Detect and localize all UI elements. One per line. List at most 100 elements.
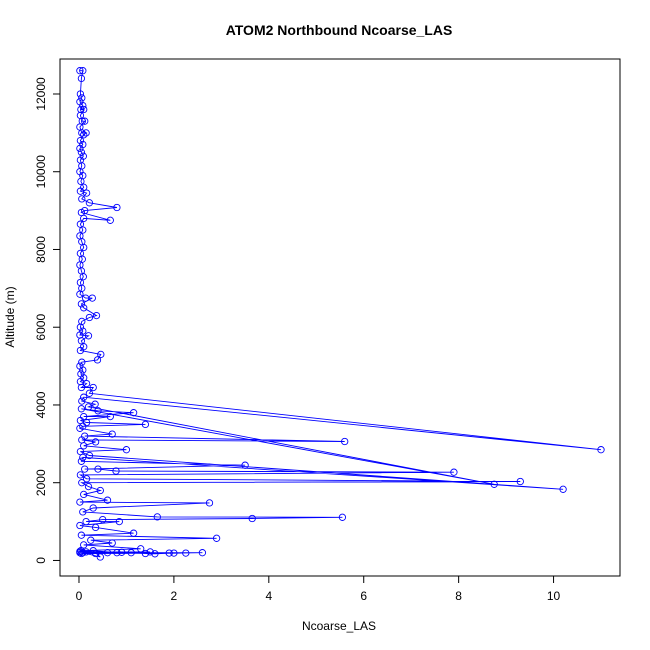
data-point [490, 480, 498, 488]
data-point [129, 529, 138, 537]
y-tick-label: 8000 [34, 236, 48, 263]
data-point [80, 304, 88, 312]
data-point [82, 517, 90, 526]
data-point [450, 468, 458, 476]
data-point [103, 496, 112, 504]
data-point [241, 461, 249, 469]
x-tick-label: 6 [360, 589, 367, 603]
data-point [165, 549, 173, 557]
data-point [79, 101, 87, 110]
data-point [77, 405, 86, 413]
data-point [170, 549, 178, 557]
data-point [76, 549, 84, 557]
data-point [76, 67, 84, 75]
data-point [92, 311, 101, 320]
data-point [96, 486, 104, 495]
y-tick-label: 0 [34, 557, 48, 564]
data-point [76, 424, 84, 432]
data-point [94, 407, 102, 415]
data-point [85, 451, 94, 460]
data-point [129, 409, 138, 417]
data-point [79, 508, 87, 516]
y-axis-label: Altitude (m) [3, 286, 17, 347]
data-point [141, 420, 150, 429]
data-point [87, 536, 95, 544]
x-tick-label: 0 [76, 589, 83, 603]
data-point [89, 504, 97, 512]
data-point [77, 300, 86, 308]
data-point [205, 499, 214, 507]
data-point [85, 389, 94, 397]
data-series [76, 67, 605, 561]
data-point [341, 437, 349, 446]
data-point [77, 549, 86, 558]
data-point [77, 148, 86, 156]
data-point [91, 438, 100, 446]
data-point [84, 482, 93, 491]
data-point [91, 523, 100, 532]
y-tick-label: 2000 [34, 469, 48, 496]
data-point [115, 517, 123, 526]
data-point [248, 514, 256, 523]
data-point [78, 94, 86, 102]
data-point [89, 547, 97, 555]
data-point [77, 457, 86, 465]
data-point [76, 471, 85, 479]
data-point [76, 90, 85, 98]
data-point [91, 400, 99, 408]
data-point [113, 549, 121, 557]
x-axis-label: Ncoarse_LAS [302, 619, 376, 633]
data-point [122, 446, 131, 454]
data-point [96, 553, 104, 561]
data-point [127, 549, 135, 557]
data-point [78, 479, 86, 487]
data-point [97, 350, 105, 359]
data-point [78, 397, 86, 405]
data-point [79, 226, 87, 234]
data-point [112, 467, 120, 475]
y-tick-label: 10000 [34, 155, 48, 189]
data-point [94, 465, 102, 473]
y-tick-label: 4000 [34, 391, 48, 418]
data-point [153, 513, 161, 521]
data-point [77, 531, 86, 539]
data-point [80, 442, 88, 450]
data-point [80, 393, 88, 401]
data-point [79, 453, 87, 462]
data-point [81, 465, 89, 473]
data-point [79, 549, 87, 557]
data-point [79, 366, 87, 374]
data-point [76, 323, 85, 331]
data-point [80, 541, 88, 549]
data-point [81, 117, 89, 125]
y-tick-label: 12000 [34, 77, 48, 111]
data-point [82, 379, 91, 388]
data-point [516, 477, 524, 486]
data-point [85, 313, 94, 322]
data-point [78, 358, 86, 366]
data-point [84, 332, 93, 340]
data-point [85, 199, 94, 207]
data-point [89, 383, 97, 392]
x-tick-label: 2 [171, 589, 178, 603]
data-point [80, 243, 88, 252]
data-point [79, 67, 87, 75]
data-point [118, 548, 126, 556]
data-point [198, 549, 207, 557]
data-point [338, 513, 347, 521]
data-point [76, 144, 84, 153]
data-point [80, 131, 88, 139]
x-tick-label: 8 [455, 589, 462, 603]
y-axis: 0 2000 4000 6000 8000 10000 12000 [34, 77, 61, 564]
x-tick-label: 10 [547, 589, 561, 603]
x-tick-label: 4 [265, 589, 272, 603]
data-point [78, 129, 86, 137]
data-point [141, 549, 150, 558]
data-point [82, 475, 91, 483]
data-point [88, 294, 96, 302]
data-point [182, 549, 190, 557]
data-point [108, 539, 116, 547]
series-line [78, 70, 602, 558]
data-point [82, 418, 91, 427]
data-point [80, 490, 88, 499]
